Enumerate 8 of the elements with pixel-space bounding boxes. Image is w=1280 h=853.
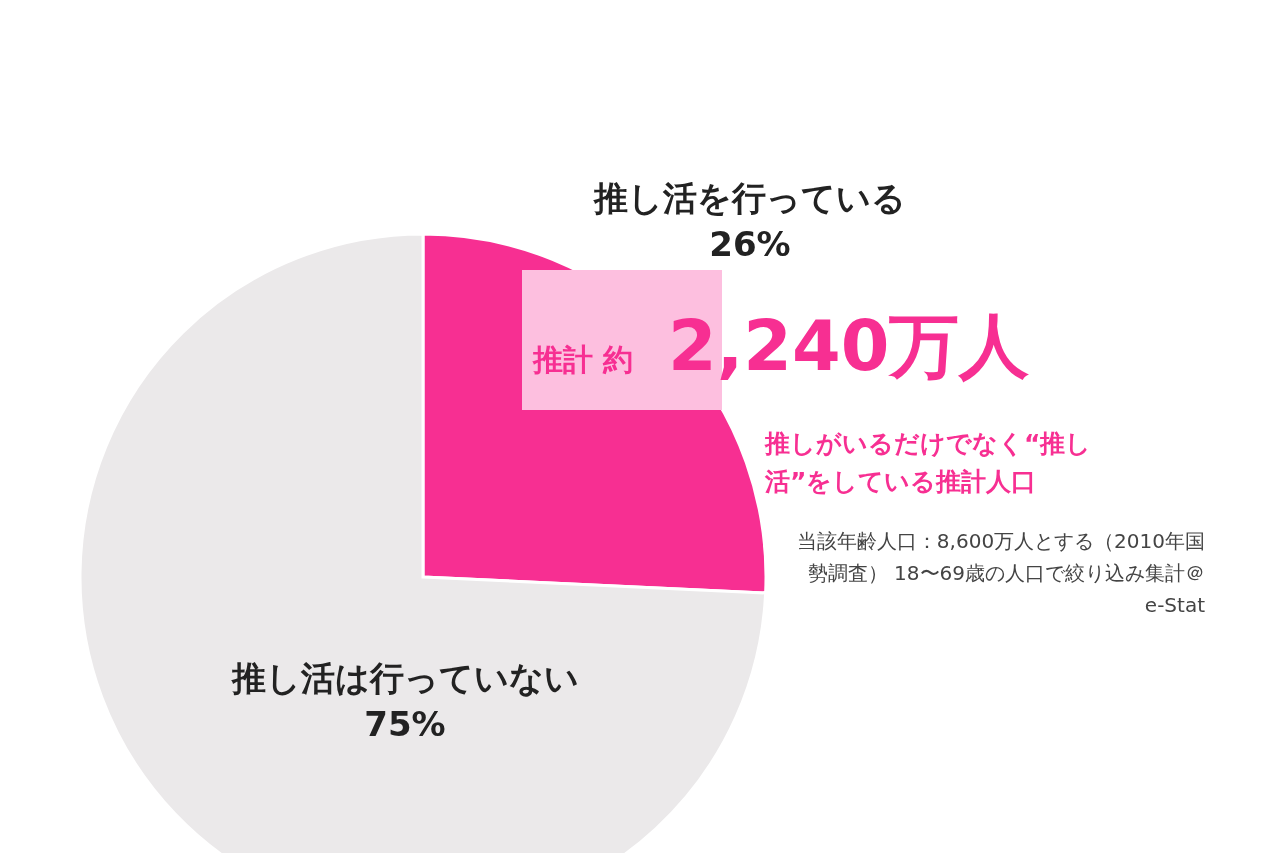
text: 推計 約: [533, 341, 634, 379]
text: 2,240万人: [668, 304, 1030, 389]
data-label: 26%: [708, 223, 792, 266]
text: 当該年齢人口：8,600万人とする（2010年国勢調査） 18〜69歳の人口で絞り込み集計＠e-Stat: [795, 528, 1205, 619]
text: 推しがいるだけでなく“推し活”をしている推計人口: [765, 428, 1093, 498]
slice-label: 推し活は行っていない: [230, 657, 580, 700]
slice-label: 推し活を行っている: [592, 177, 907, 220]
data-label: 75%: [363, 703, 447, 746]
